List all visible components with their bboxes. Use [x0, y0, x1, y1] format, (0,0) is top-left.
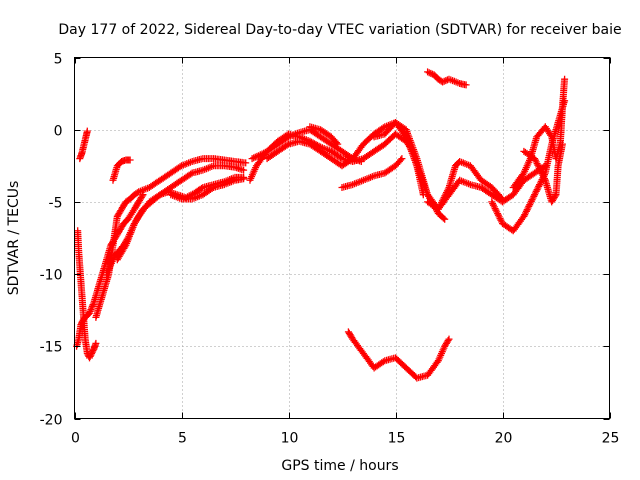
grid [74, 57, 610, 419]
x-tick-label: 10 [281, 431, 299, 447]
data-marker-path [109, 156, 134, 184]
series-tr15 [424, 158, 506, 213]
series-tr19 [509, 75, 569, 191]
axis-ticks [74, 57, 611, 420]
y-axis-label: SDTVAR / TECUs [6, 181, 22, 296]
y-tick-label: -20 [40, 413, 63, 429]
y-tick-label: 0 [54, 124, 63, 140]
data-marker-path [424, 68, 470, 89]
y-tick-label: -10 [40, 268, 63, 284]
y-tick-label: -15 [40, 340, 63, 356]
y-tick-labels: -20 -15 -10 -5 0 5 [40, 52, 63, 429]
data-points [73, 68, 569, 382]
x-tick-label: 25 [602, 431, 620, 447]
series-tr1 [76, 127, 91, 163]
y-tick-label: -5 [49, 196, 63, 212]
x-tick-label: 5 [178, 431, 187, 447]
x-tick-label: 0 [71, 431, 80, 447]
series-tr10 [248, 126, 365, 165]
series-tr2 [74, 227, 100, 362]
plot-frame [74, 57, 610, 419]
series-tr20 [520, 140, 566, 206]
x-tick-label: 20 [495, 431, 513, 447]
series-tr12 [306, 123, 342, 148]
y-tick-label: 5 [54, 52, 63, 68]
data-marker-path [167, 175, 248, 203]
data-marker-path [76, 127, 91, 163]
x-tick-label: 15 [388, 431, 406, 447]
x-axis-label: GPS time / hours [281, 458, 398, 474]
data-marker-path [344, 328, 453, 382]
series-tr8 [167, 175, 248, 203]
series-tr14 [338, 155, 406, 191]
series-tr17 [344, 328, 453, 382]
chart-title: Day 177 of 2022, Sidereal Day-to-day VTE… [58, 22, 621, 38]
series-tr5 [109, 156, 134, 184]
series-tr16 [424, 68, 470, 89]
x-tick-labels: 0 5 10 15 20 25 [71, 431, 619, 447]
